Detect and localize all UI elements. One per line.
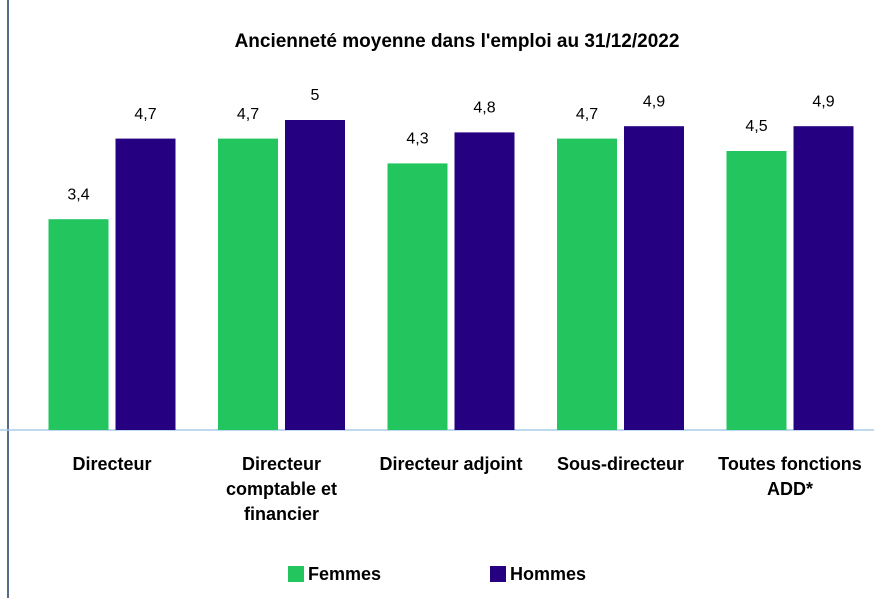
x-tick-label: Toutes fonctions ADD* [718, 454, 862, 499]
bar [624, 126, 684, 430]
data-label: 4,9 [643, 93, 665, 110]
bar [557, 138, 617, 430]
data-label: 4,3 [406, 131, 428, 148]
data-label: 4,7 [134, 106, 156, 123]
legend-label: Hommes [510, 564, 586, 584]
data-label: 3,4 [67, 186, 89, 203]
x-tick-label: Directeur [72, 454, 152, 474]
x-tick-label: Directeur comptable et financier [225, 454, 338, 524]
legend-label: Femmes [308, 564, 381, 584]
data-label: 5 [311, 87, 320, 104]
bar [48, 219, 109, 430]
bar [726, 151, 787, 430]
bar [387, 163, 448, 430]
bar [115, 138, 176, 430]
data-label: 4,8 [473, 100, 495, 117]
bar [218, 138, 278, 430]
chart-title: Ancienneté moyenne dans l'emploi au 31/1… [235, 31, 680, 52]
x-tick-label: Directeur adjoint [379, 454, 523, 474]
legend-swatch [490, 566, 506, 582]
bar [285, 120, 345, 430]
legend-swatch [288, 566, 304, 582]
bar [454, 132, 515, 430]
bar [793, 126, 854, 430]
data-label: 4,7 [576, 106, 598, 123]
x-tick-label: Sous-directeur [556, 454, 685, 474]
data-label: 4,7 [237, 106, 259, 123]
data-label: 4,9 [812, 93, 834, 110]
data-label: 4,5 [745, 118, 767, 135]
